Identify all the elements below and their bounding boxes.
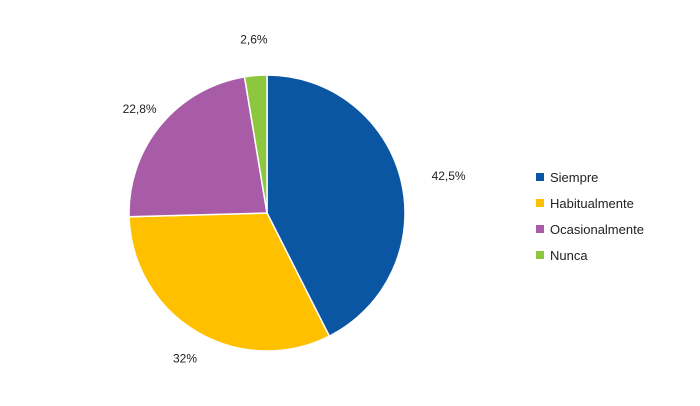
legend-swatch xyxy=(536,251,544,259)
pie-slice-siempre xyxy=(266,74,406,338)
legend-item-ocasionalmente: Ocasionalmente xyxy=(536,216,644,242)
legend-label: Nunca xyxy=(550,247,588,263)
pie-data-labels: 42,5% 32% 22,8% 2,6% xyxy=(123,33,466,366)
pie-slice-nunca xyxy=(243,74,268,214)
pie-slice-ocasionalmente xyxy=(128,75,268,218)
legend: Siempre Habitualmente Ocasionalmente Nun… xyxy=(536,164,644,268)
legend-label: Habitualmente xyxy=(550,195,634,211)
legend-swatch xyxy=(536,225,544,233)
pie-slices xyxy=(128,74,406,352)
legend-label: Siempre xyxy=(550,169,599,185)
pie-data-label: 32% xyxy=(173,351,197,365)
legend-item-nunca: Nunca xyxy=(536,242,644,268)
pie-data-label: 2,6% xyxy=(240,33,268,47)
pie-data-label: 22,8% xyxy=(123,102,157,116)
pie-data-label: 42,5% xyxy=(432,169,466,183)
legend-label: Ocasionalmente xyxy=(550,221,644,237)
legend-swatch xyxy=(536,173,544,181)
legend-swatch xyxy=(536,199,544,207)
legend-item-siempre: Siempre xyxy=(536,164,644,190)
pie-slice-habitualmente xyxy=(128,212,331,352)
legend-item-habitualmente: Habitualmente xyxy=(536,190,644,216)
